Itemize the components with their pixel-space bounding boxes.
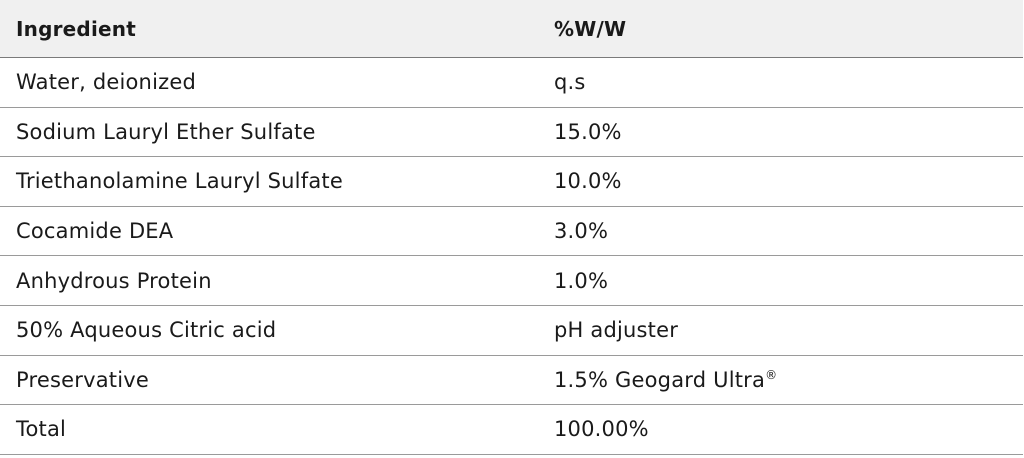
ingredient-cell: Water, deionized [16, 70, 196, 95]
ingredient-cell: Triethanolamine Lauryl Sulfate [16, 169, 343, 194]
ww-value: 1.5% Geogard Ultra [554, 367, 766, 392]
table-row: Preservative 1.5% Geogard Ultra® [0, 356, 1023, 406]
ww-cell: 1.0% [537, 269, 1023, 293]
ingredient-cell: Sodium Lauryl Ether Sulfate [16, 119, 316, 144]
ww-value: 100.00% [554, 417, 649, 442]
registered-mark: ® [765, 367, 778, 382]
ww-value: 10.0% [554, 169, 622, 194]
header-ww: %W/W [554, 16, 627, 41]
ww-cell: 15.0% [537, 120, 1023, 144]
ww-value: 15.0% [554, 119, 622, 144]
table-row: Anhydrous Protein 1.0% [0, 256, 1023, 306]
ww-value: pH adjuster [554, 318, 679, 343]
ingredient-cell: Cocamide DEA [16, 219, 174, 244]
table-row: Water, deionized q.s [0, 58, 1023, 108]
ingredient-cell: Anhydrous Protein [16, 268, 212, 293]
ww-cell: 3.0% [537, 219, 1023, 243]
ww-value: 1.0% [554, 268, 609, 293]
table-row: Sodium Lauryl Ether Sulfate 15.0% [0, 108, 1023, 158]
ww-value: 3.0% [554, 219, 609, 244]
table-header-row: Ingredient %W/W [0, 0, 1023, 58]
table-row: 50% Aqueous Citric acid pH adjuster [0, 306, 1023, 356]
ww-cell: 1.5% Geogard Ultra® [537, 368, 1023, 392]
ww-cell: pH adjuster [537, 318, 1023, 342]
ingredient-cell: Total [16, 417, 67, 442]
table-row: Total 100.00% [0, 405, 1023, 455]
ww-cell: 100.00% [537, 417, 1023, 441]
ww-cell: 10.0% [537, 169, 1023, 193]
ww-value: q.s [554, 70, 586, 95]
ingredient-cell: 50% Aqueous Citric acid [16, 318, 277, 343]
header-ingredient: Ingredient [16, 16, 136, 41]
ww-cell: q.s [537, 70, 1023, 94]
table-row: Triethanolamine Lauryl Sulfate 10.0% [0, 157, 1023, 207]
table-row: Cocamide DEA 3.0% [0, 207, 1023, 257]
ingredient-cell: Preservative [16, 367, 149, 392]
